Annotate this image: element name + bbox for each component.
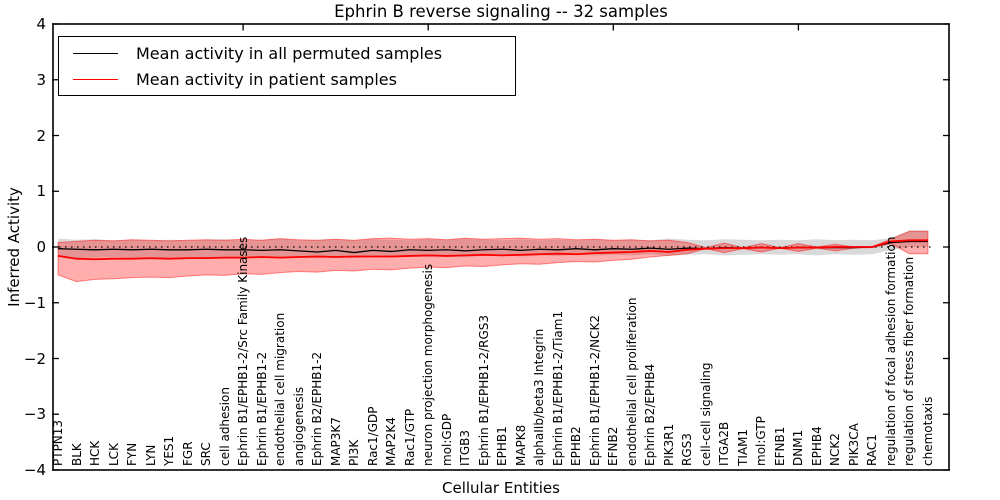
x-tick-label: FYN	[125, 442, 140, 466]
x-tick-label: DNM1	[791, 429, 806, 466]
x-tick-label: MAP3K7	[328, 417, 343, 466]
x-tick-label: EPHB4	[809, 426, 824, 466]
x-tick-label: regulation of focal adhesion formation	[883, 236, 898, 466]
x-tick-label: angiogenesis	[291, 386, 306, 466]
x-tick-label: endothelial cell proliferation	[624, 297, 639, 466]
x-tick-label: FGR	[180, 441, 195, 466]
x-tick-label: alphaIIb/beta3 Integrin	[532, 328, 547, 466]
x-tick-label: SRC	[199, 442, 214, 466]
y-tick-label: −3	[23, 405, 46, 424]
x-tick-label: EPHB1	[495, 426, 510, 466]
x-tick-label: Ephrin B1/EPHB1-2/Tiam1	[550, 310, 565, 466]
x-tick-label: Rac1/GDP	[365, 406, 380, 466]
x-tick-label: Ephrin B2/EPHB1-2	[310, 351, 325, 466]
band-patient-samples-range	[57, 230, 929, 283]
x-tick-label: HCK	[88, 440, 103, 466]
legend-line-sample-red	[73, 78, 118, 80]
y-tick-label: 3	[36, 70, 46, 89]
y-tick-label: −2	[23, 349, 46, 368]
legend-label: Mean activity in all permuted samples	[136, 43, 443, 63]
x-tick-label: endothelial cell migration	[273, 312, 288, 466]
y-tick-label: −4	[23, 461, 46, 479]
x-tick-label: LCK	[106, 443, 121, 466]
x-tick-label: Rac1/GTP	[402, 408, 417, 466]
x-tick-label: BLK	[69, 443, 84, 466]
series-line-1	[57, 239, 928, 261]
x-tick-label: PTPN13	[51, 419, 65, 466]
x-tick-label: cell-cell signaling	[698, 362, 713, 467]
y-tick-label: 4	[36, 15, 46, 33]
x-tick-label: mol:GDP	[439, 413, 454, 466]
x-tick-label: chemotaxis	[920, 396, 935, 466]
x-tick-label: MAP2K4	[384, 417, 399, 466]
x-tick-label: neuron projection morphogenesis	[421, 263, 436, 466]
x-tick-label: PIK3CA	[846, 423, 861, 466]
legend-item-patient: Mean activity in patient samples	[59, 66, 515, 92]
x-tick-label: RAC1	[865, 434, 880, 466]
x-tick-label: EFNB2	[606, 426, 621, 466]
x-tick-label: ITGB3	[458, 429, 473, 466]
y-tick-label: 2	[36, 126, 46, 145]
x-tick-label: Ephrin B1/EPHB1-2/NCK2	[587, 315, 602, 466]
x-tick-label: ITGA2B	[717, 421, 732, 466]
legend-line-sample-black	[73, 52, 118, 54]
x-tick-label: Ephrin B2/EPHB4	[643, 363, 658, 466]
x-axis-label: Cellular Entities	[442, 479, 560, 497]
x-tick-label: EFNB1	[772, 426, 787, 466]
x-tick-label: PI3K	[347, 439, 362, 466]
x-tick-label: regulation of stress fiber formation	[902, 256, 917, 466]
x-tick-label: LYN	[143, 444, 158, 466]
y-tick-label: 0	[36, 238, 46, 256]
x-tick-label: PIK3R1	[661, 423, 676, 466]
y-tick-label: 1	[36, 182, 46, 201]
x-tick-label: cell adhesion	[217, 387, 232, 466]
x-tick-label: mol:GTP	[754, 416, 769, 466]
x-tick-label: TIAM1	[735, 428, 750, 466]
x-tick-label: MAPK8	[513, 424, 528, 466]
x-tick-label: EPHB2	[569, 426, 584, 466]
x-tick-label: Ephrin B1/EPHB1-2	[254, 351, 269, 466]
x-tick-label: RGS3	[680, 433, 695, 466]
x-tick-label: Ephrin B1/EPHB1-2/Src Family Kinases	[236, 236, 251, 466]
chart-title: Ephrin B reverse signaling -- 32 samples	[334, 2, 668, 21]
chart-canvas	[52, 23, 950, 471]
plot-area	[52, 23, 950, 471]
legend-item-permuted: Mean activity in all permuted samples	[59, 40, 515, 66]
x-tick-label: YES1	[162, 435, 177, 466]
y-tick-label: −1	[23, 293, 46, 312]
legend-label: Mean activity in patient samples	[136, 69, 397, 89]
x-tick-label: NCK2	[828, 433, 843, 466]
band-permuted-samples-range	[58, 230, 928, 259]
legend: Mean activity in all permuted samples Me…	[58, 36, 516, 96]
x-tick-label: Ephrin B1/EPHB1-2/RGS3	[476, 314, 491, 466]
